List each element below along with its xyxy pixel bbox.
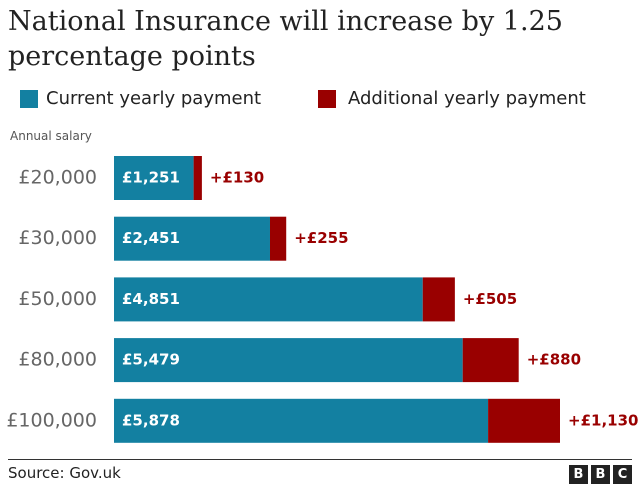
legend-label-current: Current yearly payment	[46, 88, 262, 109]
source-note: Source: Gov.uk	[8, 464, 121, 482]
bar-additional	[193, 156, 202, 200]
category-label: £80,000	[18, 349, 97, 371]
data-label-current: £1,251	[122, 169, 180, 187]
data-label-current: £5,878	[122, 411, 180, 429]
bar-current	[114, 156, 194, 200]
legend-swatch-additional	[318, 89, 336, 108]
axis-label-annual-salary: Annual salary	[10, 129, 92, 143]
legend-label-additional: Additional yearly payment	[348, 88, 586, 109]
data-label-additional: +£880	[527, 351, 581, 369]
legend: Current yearly payment Additional yearly…	[20, 88, 630, 110]
data-label-current: £2,451	[122, 229, 180, 247]
category-label: £100,000	[6, 409, 97, 431]
data-label-current: £4,851	[122, 290, 180, 308]
bar-additional	[269, 216, 287, 261]
legend-item-current: Current yearly payment	[20, 88, 261, 109]
category-label: £50,000	[18, 288, 97, 310]
legend-swatch-current	[20, 89, 38, 108]
bar-current	[114, 277, 423, 322]
bar-chart: £20,000 £1,251 +£130 £30,000 £2,451 +£255 £50,…	[6, 156, 638, 443]
footer-divider	[8, 459, 632, 460]
bar-current	[114, 216, 270, 261]
data-label-additional: +£505	[463, 290, 517, 308]
legend-item-additional: Additional yearly payment	[318, 88, 586, 109]
bar-current	[114, 398, 489, 443]
category-label: £30,000	[18, 227, 97, 249]
logo-letter: B	[591, 465, 610, 484]
bar-additional	[422, 277, 455, 322]
bar-additional	[462, 338, 519, 383]
logo-letter: C	[613, 465, 632, 484]
data-label-current: £5,479	[122, 351, 180, 369]
data-label-additional: +£255	[294, 229, 348, 247]
bar-current	[114, 338, 463, 383]
category-label: £20,000	[18, 167, 97, 189]
chart-title: National Insurance will increase by 1.25…	[8, 6, 563, 72]
bbc-logo: B B C	[569, 465, 632, 484]
bar-additional	[488, 398, 560, 443]
data-label-additional: +£1,130	[568, 411, 638, 429]
logo-letter: B	[569, 465, 588, 484]
data-label-additional: +£130	[210, 169, 264, 187]
